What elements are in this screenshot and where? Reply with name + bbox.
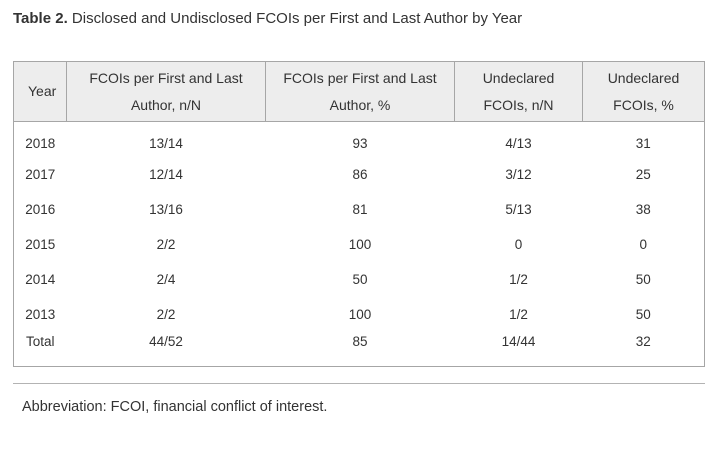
abbreviation-note: Abbreviation: FCOI, financial conflict o… [22, 399, 328, 415]
table-caption-text: Disclosed and Undisclosed FCOIs per Firs… [71, 10, 523, 27]
table-row: 2014 2/4 50 1/2 50 [14, 262, 705, 297]
cell-fcois-pct: 85 [352, 334, 368, 350]
cell-fcois-nn: 2/4 [156, 271, 176, 287]
table-row: 2017 12/14 86 3/12 25 [14, 157, 705, 192]
cell-fcois-nn: 2/2 [156, 306, 176, 322]
table-row-total: Total 44/52 85 14/44 32 [14, 332, 705, 367]
cell-undeclared-nn: 4/13 [505, 136, 532, 152]
column-header-fcois-nn: FCOIs per First and Last Author, n/N [66, 61, 266, 122]
cell-year: Total [25, 334, 55, 350]
cell-undeclared-nn: 3/12 [505, 166, 532, 182]
cell-undeclared-nn: 1/2 [509, 271, 528, 287]
column-header-year: Year [13, 61, 67, 122]
footer-divider [13, 383, 705, 384]
cell-fcois-nn: 13/16 [149, 201, 183, 217]
cell-year: 2013 [25, 306, 56, 322]
cell-undeclared-pct: 50 [635, 306, 651, 322]
cell-fcois-pct: 100 [348, 306, 372, 322]
column-header-fcois-pct: FCOIs per First and Last Author, % [265, 61, 455, 122]
cell-undeclared-nn: 0 [514, 236, 523, 252]
table-body: 2018 13/14 93 4/13 31 2017 12/14 86 3/12… [14, 122, 705, 367]
cell-undeclared-pct: 50 [635, 271, 651, 287]
table-header: Year FCOIs per First and Last Author, n/… [13, 61, 705, 122]
cell-fcois-nn: 44/52 [149, 334, 183, 350]
table-row: 2013 2/2 100 1/2 50 [14, 297, 705, 332]
column-header-undeclared-pct: Undeclared FCOIs, % [582, 61, 705, 122]
cell-year: 2016 [25, 201, 56, 217]
cell-fcois-nn: 12/14 [149, 166, 183, 182]
cell-fcois-pct: 93 [352, 136, 368, 152]
table-row: 2015 2/2 100 0 0 [14, 227, 705, 262]
cell-fcois-pct: 50 [352, 271, 368, 287]
cell-undeclared-pct: 31 [635, 136, 651, 152]
column-header-undeclared-nn: Undeclared FCOIs, n/N [454, 61, 583, 122]
table-row: 2016 13/16 81 5/13 38 [14, 192, 705, 227]
table-row: 2018 13/14 93 4/13 31 [14, 122, 705, 157]
fcoi-table: Year FCOIs per First and Last Author, n/… [13, 61, 705, 367]
cell-undeclared-nn: 14/44 [501, 334, 536, 350]
cell-fcois-pct: 81 [352, 201, 368, 217]
cell-fcois-pct: 86 [352, 166, 368, 182]
cell-undeclared-nn: 1/2 [509, 306, 528, 322]
cell-fcois-pct: 100 [348, 236, 372, 252]
cell-undeclared-nn: 5/13 [505, 201, 532, 217]
cell-undeclared-pct: 32 [635, 334, 651, 350]
cell-undeclared-pct: 25 [635, 166, 651, 182]
cell-fcois-nn: 2/2 [156, 236, 176, 252]
header-row: Year FCOIs per First and Last Author, n/… [13, 61, 705, 122]
cell-fcois-nn: 13/14 [149, 136, 183, 152]
table-caption-label: Table 2. [13, 10, 68, 27]
cell-undeclared-pct: 38 [635, 201, 651, 217]
cell-year: 2017 [25, 166, 56, 182]
cell-undeclared-pct: 0 [639, 236, 647, 252]
cell-year: 2015 [25, 236, 56, 252]
cell-year: 2018 [25, 136, 56, 152]
table-caption: Table 2. Disclosed and Undisclosed FCOIs… [13, 10, 705, 28]
cell-year: 2014 [25, 271, 56, 287]
